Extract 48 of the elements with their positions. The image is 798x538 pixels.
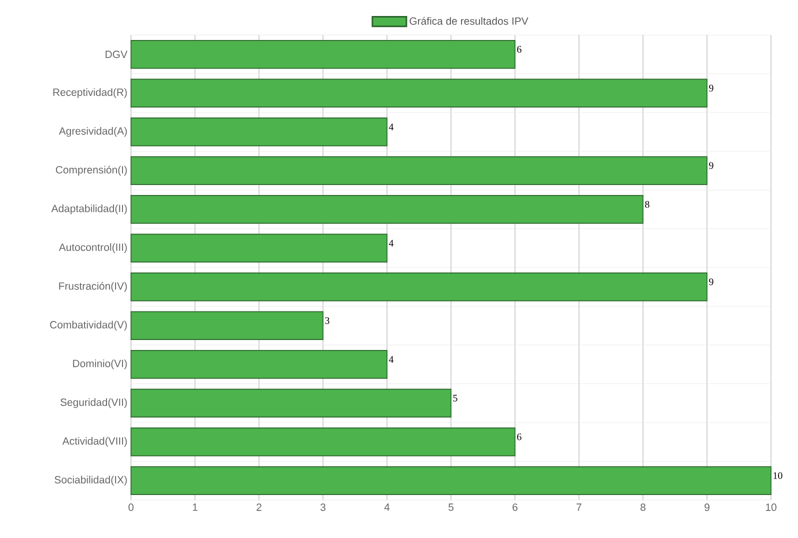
bar <box>130 272 708 302</box>
x-tick-label: 6 <box>512 504 518 511</box>
x-tick-label: 5 <box>448 504 454 511</box>
bar <box>130 156 708 185</box>
data-label: 9 <box>709 278 714 286</box>
bar <box>130 234 388 262</box>
y-tick-label: Combatividad(V) <box>50 320 127 331</box>
data-label: 8 <box>645 200 650 208</box>
data-label: 9 <box>709 84 714 92</box>
y-tick-label: Dominio(VI) <box>73 360 127 370</box>
x-tick-label: 10 <box>766 504 776 511</box>
x-tick-label: 8 <box>640 504 646 511</box>
y-tick-label: Actividad(VIII) <box>62 437 127 447</box>
data-label: 6 <box>517 46 522 53</box>
bar <box>130 78 708 108</box>
x-tick-label: 7 <box>576 504 582 511</box>
y-tick-label: Receptividad(R) <box>53 88 127 98</box>
data-label: 6 <box>517 434 522 440</box>
y-tick-label: Agresividad(A) <box>58 127 127 137</box>
data-label: 5 <box>453 394 458 402</box>
y-tick-label: Sociabilidad(IX) <box>54 476 127 486</box>
bar <box>130 428 516 456</box>
data-label: 10 <box>774 472 782 479</box>
x-tick-label: 3 <box>320 504 326 511</box>
y-tick-label: DGV <box>106 50 128 58</box>
legend-label: Gráfica de resultados IPV <box>410 16 528 25</box>
bar <box>130 195 644 224</box>
bar <box>130 350 388 379</box>
y-tick-label: Frustración(IV) <box>59 282 127 292</box>
data-label: 3 <box>325 317 330 324</box>
x-tick-label: 4 <box>384 504 390 511</box>
bar <box>130 466 772 495</box>
y-tick-label: Adaptabilidad(II) <box>51 204 127 214</box>
bar <box>130 388 452 418</box>
x-tick-label: 1 <box>192 504 198 511</box>
y-tick-label: Seguridad(VII) <box>60 398 127 408</box>
bar <box>130 311 324 340</box>
x-tick-label: 0 <box>128 504 134 511</box>
x-tick-label: 2 <box>256 504 262 511</box>
data-label: 4 <box>388 356 394 363</box>
bar <box>130 118 388 146</box>
data-label: 4 <box>388 240 394 246</box>
x-tick-label: 9 <box>704 504 710 511</box>
data-label: 9 <box>709 162 714 169</box>
bar <box>130 40 516 69</box>
y-tick-label: Autocontrol(III) <box>58 243 127 254</box>
y-tick-label: Comprensión(I) <box>56 166 127 176</box>
data-label: 4 <box>388 124 394 130</box>
